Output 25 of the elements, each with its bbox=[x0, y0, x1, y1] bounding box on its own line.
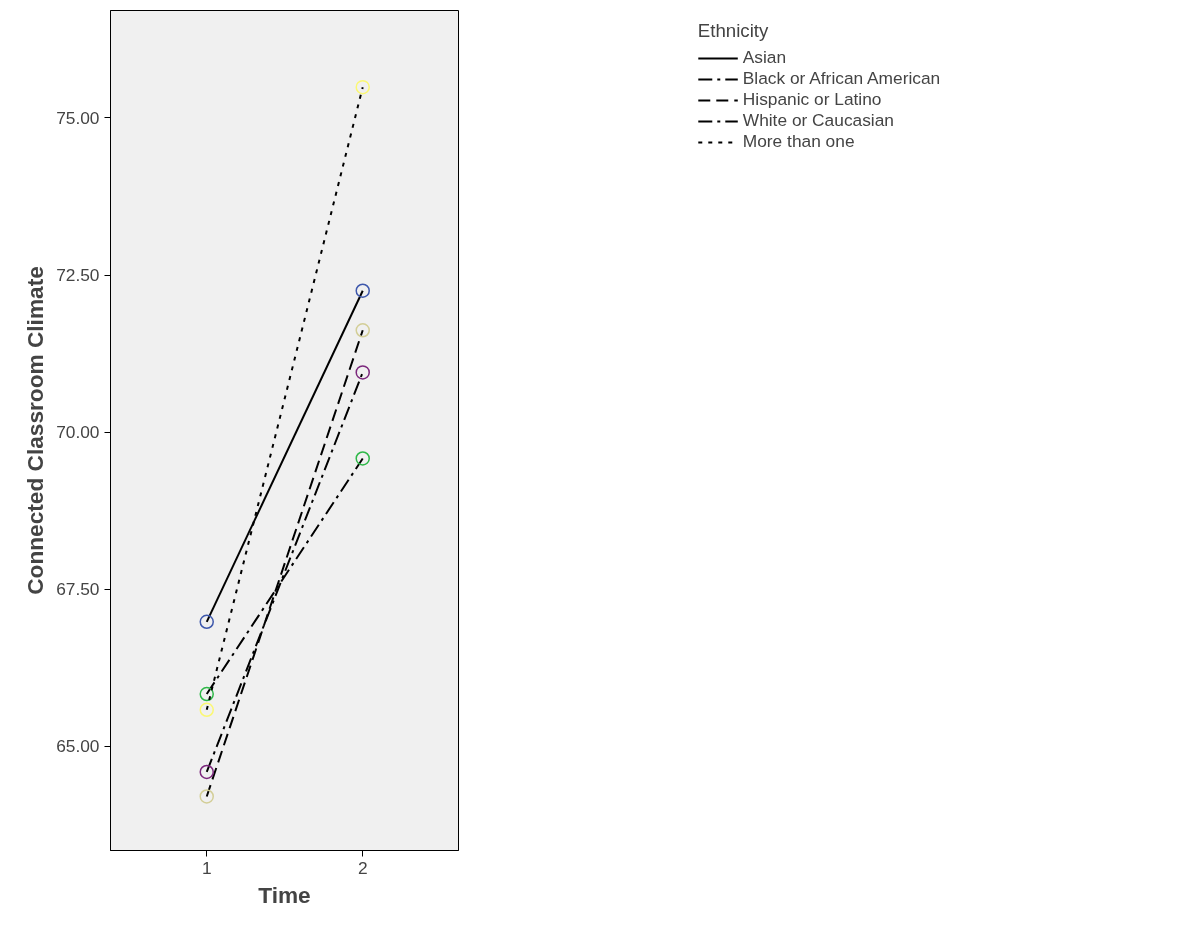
point bbox=[199, 686, 214, 702]
y-tick-label: 72.50 bbox=[56, 265, 100, 285]
legend-title: Ethnicity bbox=[697, 20, 770, 42]
point bbox=[355, 283, 370, 298]
y-tick-label: 70.00 bbox=[56, 422, 100, 443]
y-tick-label: 67.50 bbox=[56, 579, 100, 600]
x-tick-label: 1 bbox=[201, 857, 212, 878]
x-axis-title: Time bbox=[258, 881, 311, 908]
point bbox=[199, 764, 214, 780]
point bbox=[199, 789, 214, 804]
y-tick-label: 75.00 bbox=[56, 107, 100, 128]
legend-label: Black or African American bbox=[742, 68, 941, 89]
y-axis-title: Connected Classroom Climate bbox=[22, 266, 49, 595]
point bbox=[199, 702, 214, 717]
point bbox=[355, 365, 370, 380]
legend-label: White or Caucasian bbox=[742, 110, 894, 131]
legend-label: Hispanic or Latino bbox=[742, 89, 882, 110]
point bbox=[355, 79, 370, 95]
legend-label: More than one bbox=[742, 131, 855, 152]
point bbox=[355, 323, 370, 338]
legend-label: Asian bbox=[742, 47, 787, 68]
x-tick-label: 2 bbox=[357, 857, 368, 878]
point bbox=[199, 614, 214, 630]
point bbox=[355, 451, 370, 466]
y-tick-label: 65.00 bbox=[56, 736, 100, 757]
